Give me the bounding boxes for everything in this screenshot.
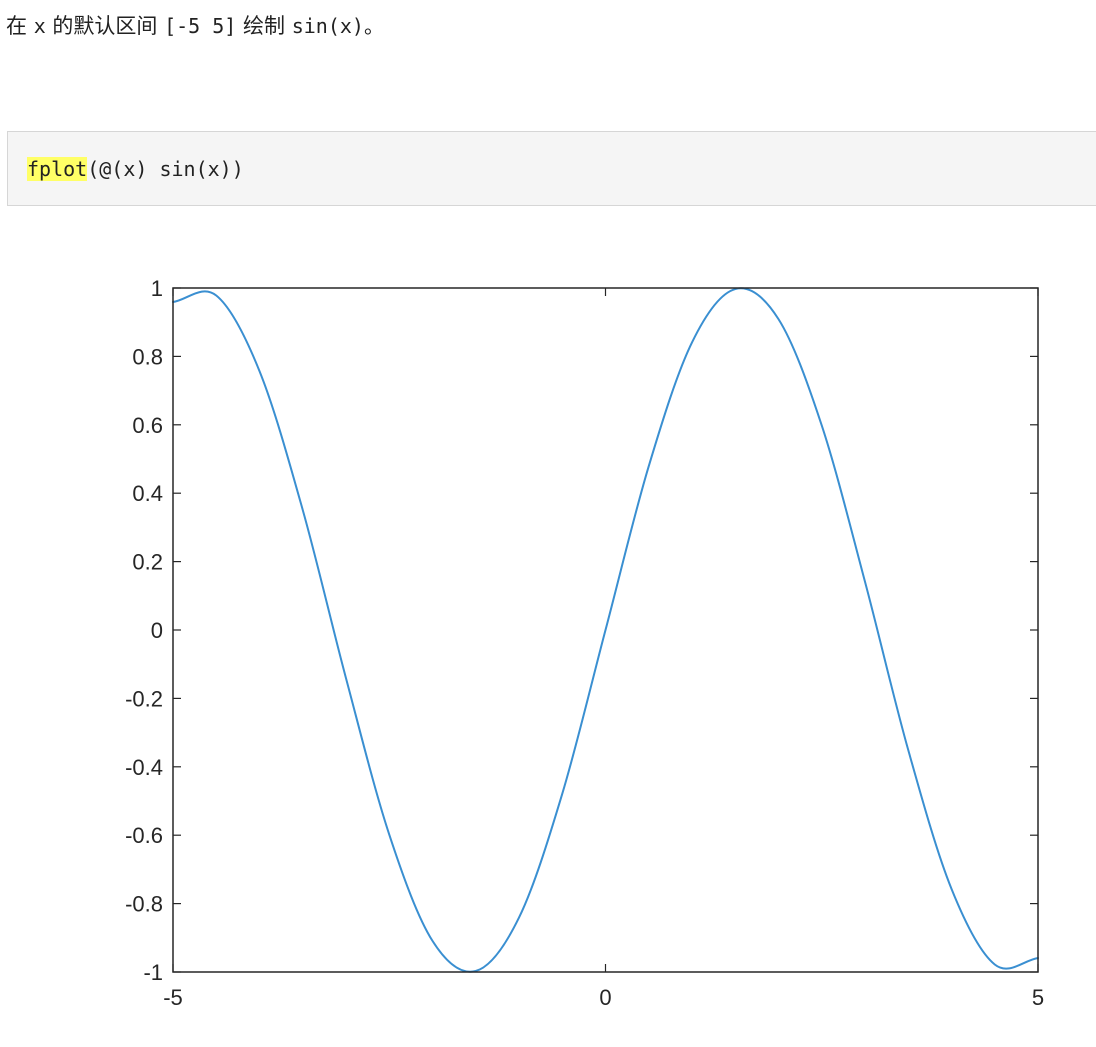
y-tick-label: 1 — [151, 276, 163, 301]
y-tick-label: -0.4 — [125, 755, 163, 780]
intro-part-2: 的默认区间 — [45, 14, 165, 38]
y-tick-label: -1 — [143, 960, 163, 985]
y-tick-label: 0.2 — [132, 550, 163, 575]
x-tick-label: -5 — [163, 985, 183, 1010]
intro-part-1: 在 — [6, 14, 34, 38]
intro-variable: x — [33, 14, 46, 38]
code-function-highlight[interactable]: fplot — [27, 157, 88, 181]
code-line: fplot(@(x) sin(x)) — [27, 155, 244, 183]
plot-axes-box — [172, 287, 1039, 973]
y-tick-label: 0.4 — [132, 481, 163, 506]
y-tick-label: -0.8 — [125, 892, 163, 917]
y-tick-label: 0.6 — [132, 413, 163, 438]
x-tick-label: 0 — [599, 985, 611, 1010]
axis-tick-labels: 1 0.8 0.6 0.4 0.2 0 -0.2 -0.4 -0.6 -0.8 -1-5 0 5 — [125, 276, 1044, 1010]
intro-text: 在 x 的默认区间 [-5 5] 绘制 sin(x)。 — [6, 10, 384, 42]
code-block: fplot(@(x) sin(x)) — [7, 131, 1096, 206]
intro-part-3: 绘制 — [236, 14, 292, 38]
x-tick-label: 5 — [1032, 985, 1044, 1010]
code-arguments: (@(x) sin(x)) — [87, 157, 244, 181]
y-tick-label: 0 — [151, 618, 163, 643]
y-tick-label: -0.6 — [125, 823, 163, 848]
intro-part-4: 。 — [363, 14, 384, 38]
y-tick-label: 0.8 — [132, 344, 163, 369]
y-tick-label: -0.2 — [125, 686, 163, 711]
sine-curve-line — [172, 287, 1039, 973]
intro-function: sin(x) — [291, 14, 364, 38]
intro-interval: [-5 5] — [164, 14, 237, 38]
